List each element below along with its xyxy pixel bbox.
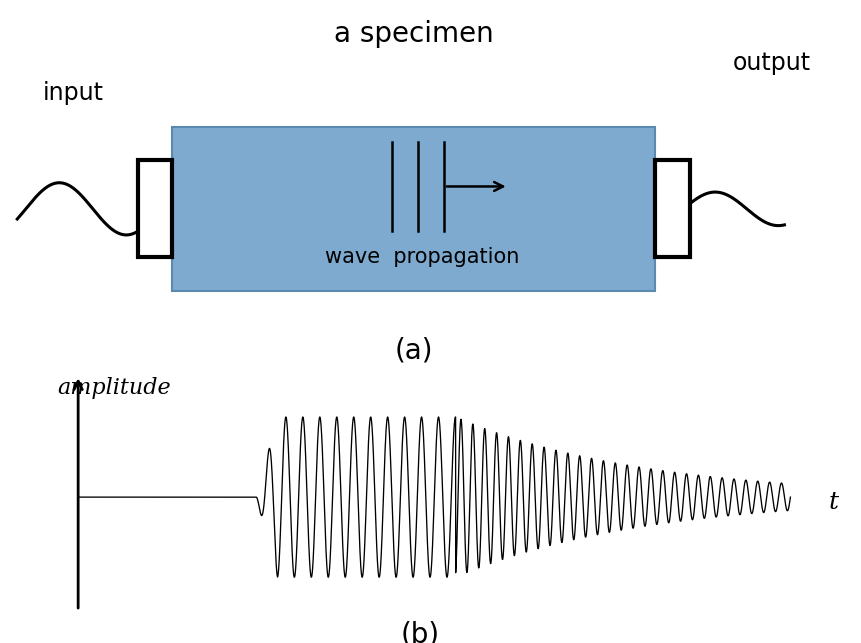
Text: (b): (b)	[400, 621, 439, 643]
Bar	[172, 127, 654, 291]
Text: wave  propagation: wave propagation	[325, 248, 519, 267]
Text: amplitude: amplitude	[57, 377, 170, 399]
Text: output: output	[732, 51, 809, 75]
Text: input: input	[43, 81, 103, 105]
Bar	[654, 160, 689, 257]
Text: (a): (a)	[394, 336, 432, 365]
Bar	[138, 160, 172, 257]
Text: a specimen: a specimen	[333, 19, 493, 48]
Text: t: t	[827, 491, 837, 514]
